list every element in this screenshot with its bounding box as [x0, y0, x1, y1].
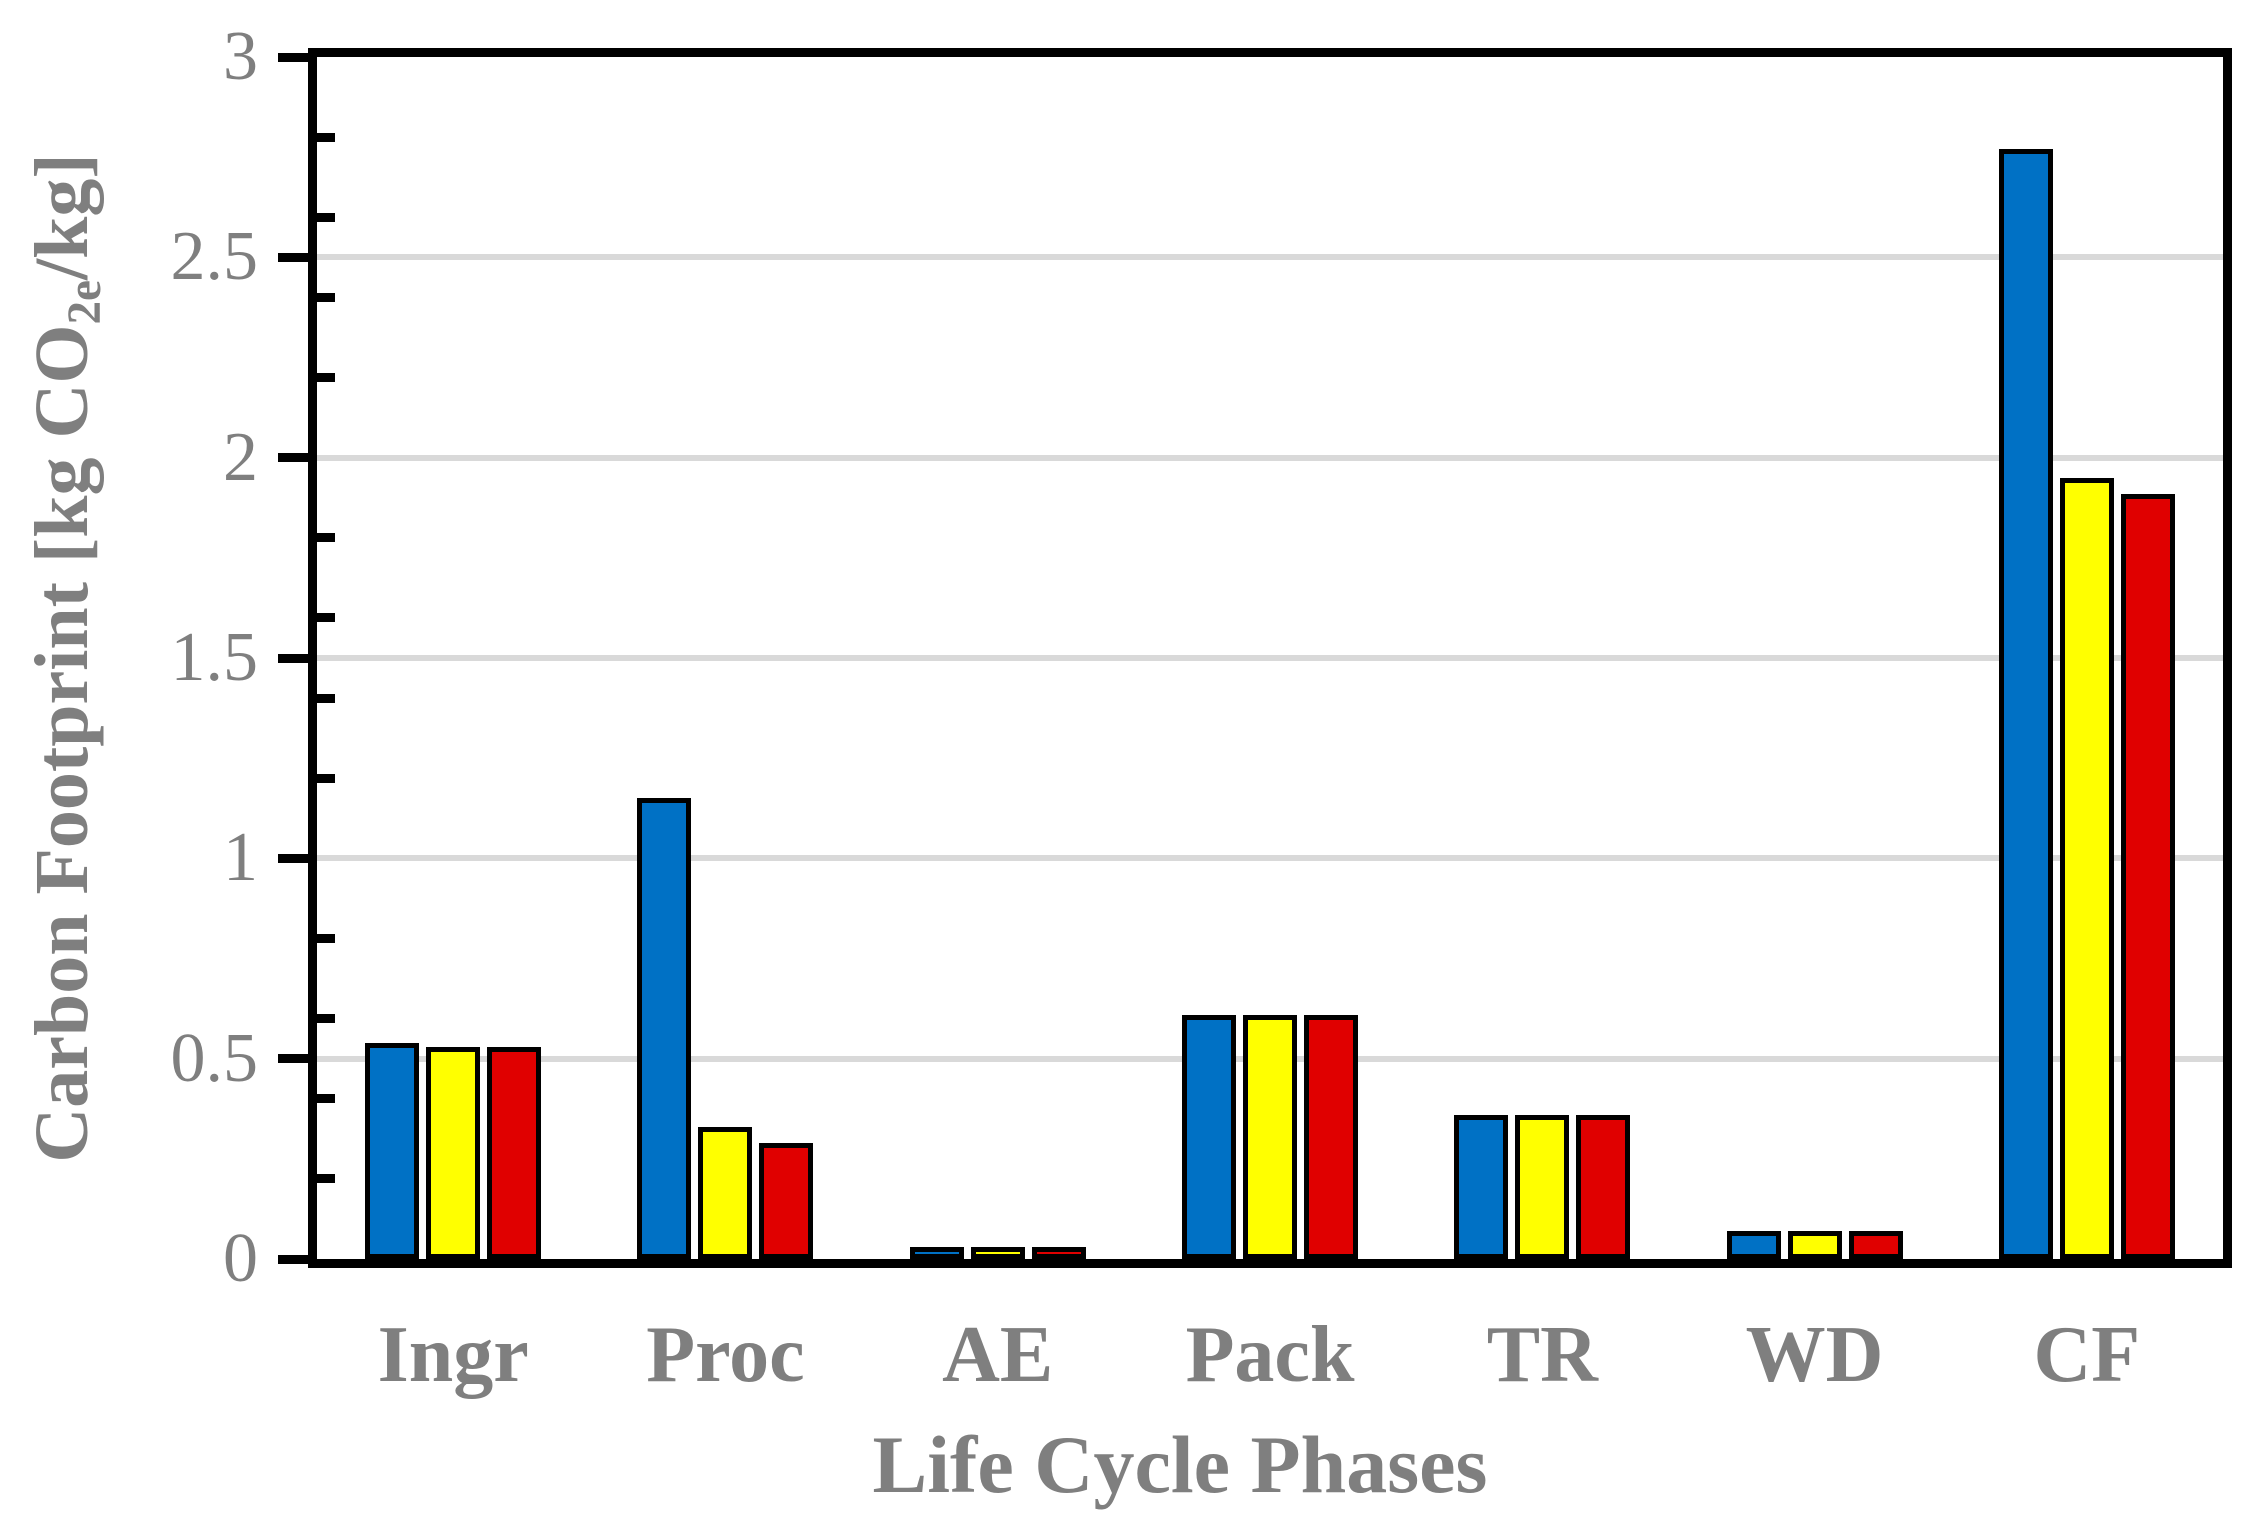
- gridline-1.5: [317, 655, 2223, 661]
- y-major-tick-2: [278, 453, 308, 463]
- bar-Proc-red: [759, 1142, 814, 1259]
- bar-TR-yellow: [1515, 1114, 1570, 1259]
- y-tick-label-1: 1: [223, 819, 258, 897]
- bar-WD-blue: [1726, 1230, 1781, 1259]
- bar-Pack-red: [1304, 1014, 1358, 1259]
- y-tick-label-2: 2: [223, 418, 258, 496]
- bar-Pack-yellow: [1243, 1014, 1297, 1259]
- y-major-tick-3: [278, 52, 308, 62]
- bar-Ingr-red: [487, 1046, 542, 1259]
- y-minor-tick: [317, 132, 335, 142]
- bar-AE-yellow: [970, 1246, 1025, 1259]
- y-tick-label-2.5: 2.5: [170, 218, 259, 296]
- x-category-label-AE: AE: [942, 1311, 1054, 1399]
- y-minor-tick: [317, 693, 335, 703]
- gridline-2.5: [317, 254, 2223, 261]
- x-category-label-TR: TR: [1486, 1311, 1598, 1399]
- gridline-1: [317, 855, 2223, 862]
- bar-CF-red: [2120, 493, 2175, 1259]
- x-category-label-WD: WD: [1745, 1311, 1884, 1399]
- gridline-2: [317, 454, 2223, 461]
- y-minor-tick: [317, 373, 335, 383]
- y-major-tick-0.5: [278, 1054, 308, 1064]
- bar-WD-red: [1848, 1230, 1903, 1259]
- bar-Ingr-blue: [365, 1042, 420, 1259]
- y-major-tick-1: [278, 853, 308, 863]
- y-major-tick-1.5: [278, 653, 308, 663]
- bar-Pack-blue: [1182, 1014, 1236, 1259]
- bar-WD-yellow: [1787, 1230, 1842, 1259]
- y-tick-label-0.5: 0.5: [170, 1019, 259, 1097]
- y-major-tick-0: [278, 1254, 308, 1264]
- bar-CF-yellow: [2059, 477, 2114, 1259]
- bar-AE-red: [1031, 1246, 1086, 1259]
- y-major-tick-2.5: [278, 252, 308, 262]
- x-axis-title: Life Cycle Phases: [872, 1419, 1488, 1510]
- y-minor-tick: [317, 292, 335, 302]
- y-minor-tick: [317, 773, 335, 783]
- y-minor-tick: [317, 212, 335, 222]
- bar-Proc-blue: [637, 798, 692, 1259]
- y-minor-tick: [317, 1174, 335, 1184]
- x-category-label-Ingr: Ingr: [377, 1311, 529, 1399]
- x-category-label-CF: CF: [2033, 1311, 2141, 1399]
- y-minor-tick: [317, 1014, 335, 1024]
- y-minor-tick: [317, 533, 335, 543]
- bar-CF-blue: [1998, 149, 2053, 1259]
- bar-TR-blue: [1454, 1114, 1509, 1259]
- bar-AE-blue: [909, 1246, 964, 1259]
- y-tick-label-3: 3: [223, 18, 258, 95]
- bar-Ingr-yellow: [426, 1046, 481, 1259]
- y-tick-label-0: 0: [223, 1220, 258, 1297]
- y-minor-tick: [317, 933, 335, 943]
- bar-Proc-yellow: [698, 1126, 753, 1259]
- x-category-label-Pack: Pack: [1185, 1311, 1355, 1399]
- y-minor-tick: [317, 613, 335, 623]
- x-category-label-Proc: Proc: [646, 1311, 805, 1399]
- y-minor-tick: [317, 1094, 335, 1104]
- bar-TR-red: [1576, 1114, 1631, 1259]
- y-tick-label-1.5: 1.5: [170, 619, 259, 696]
- plot-area: [308, 48, 2232, 1268]
